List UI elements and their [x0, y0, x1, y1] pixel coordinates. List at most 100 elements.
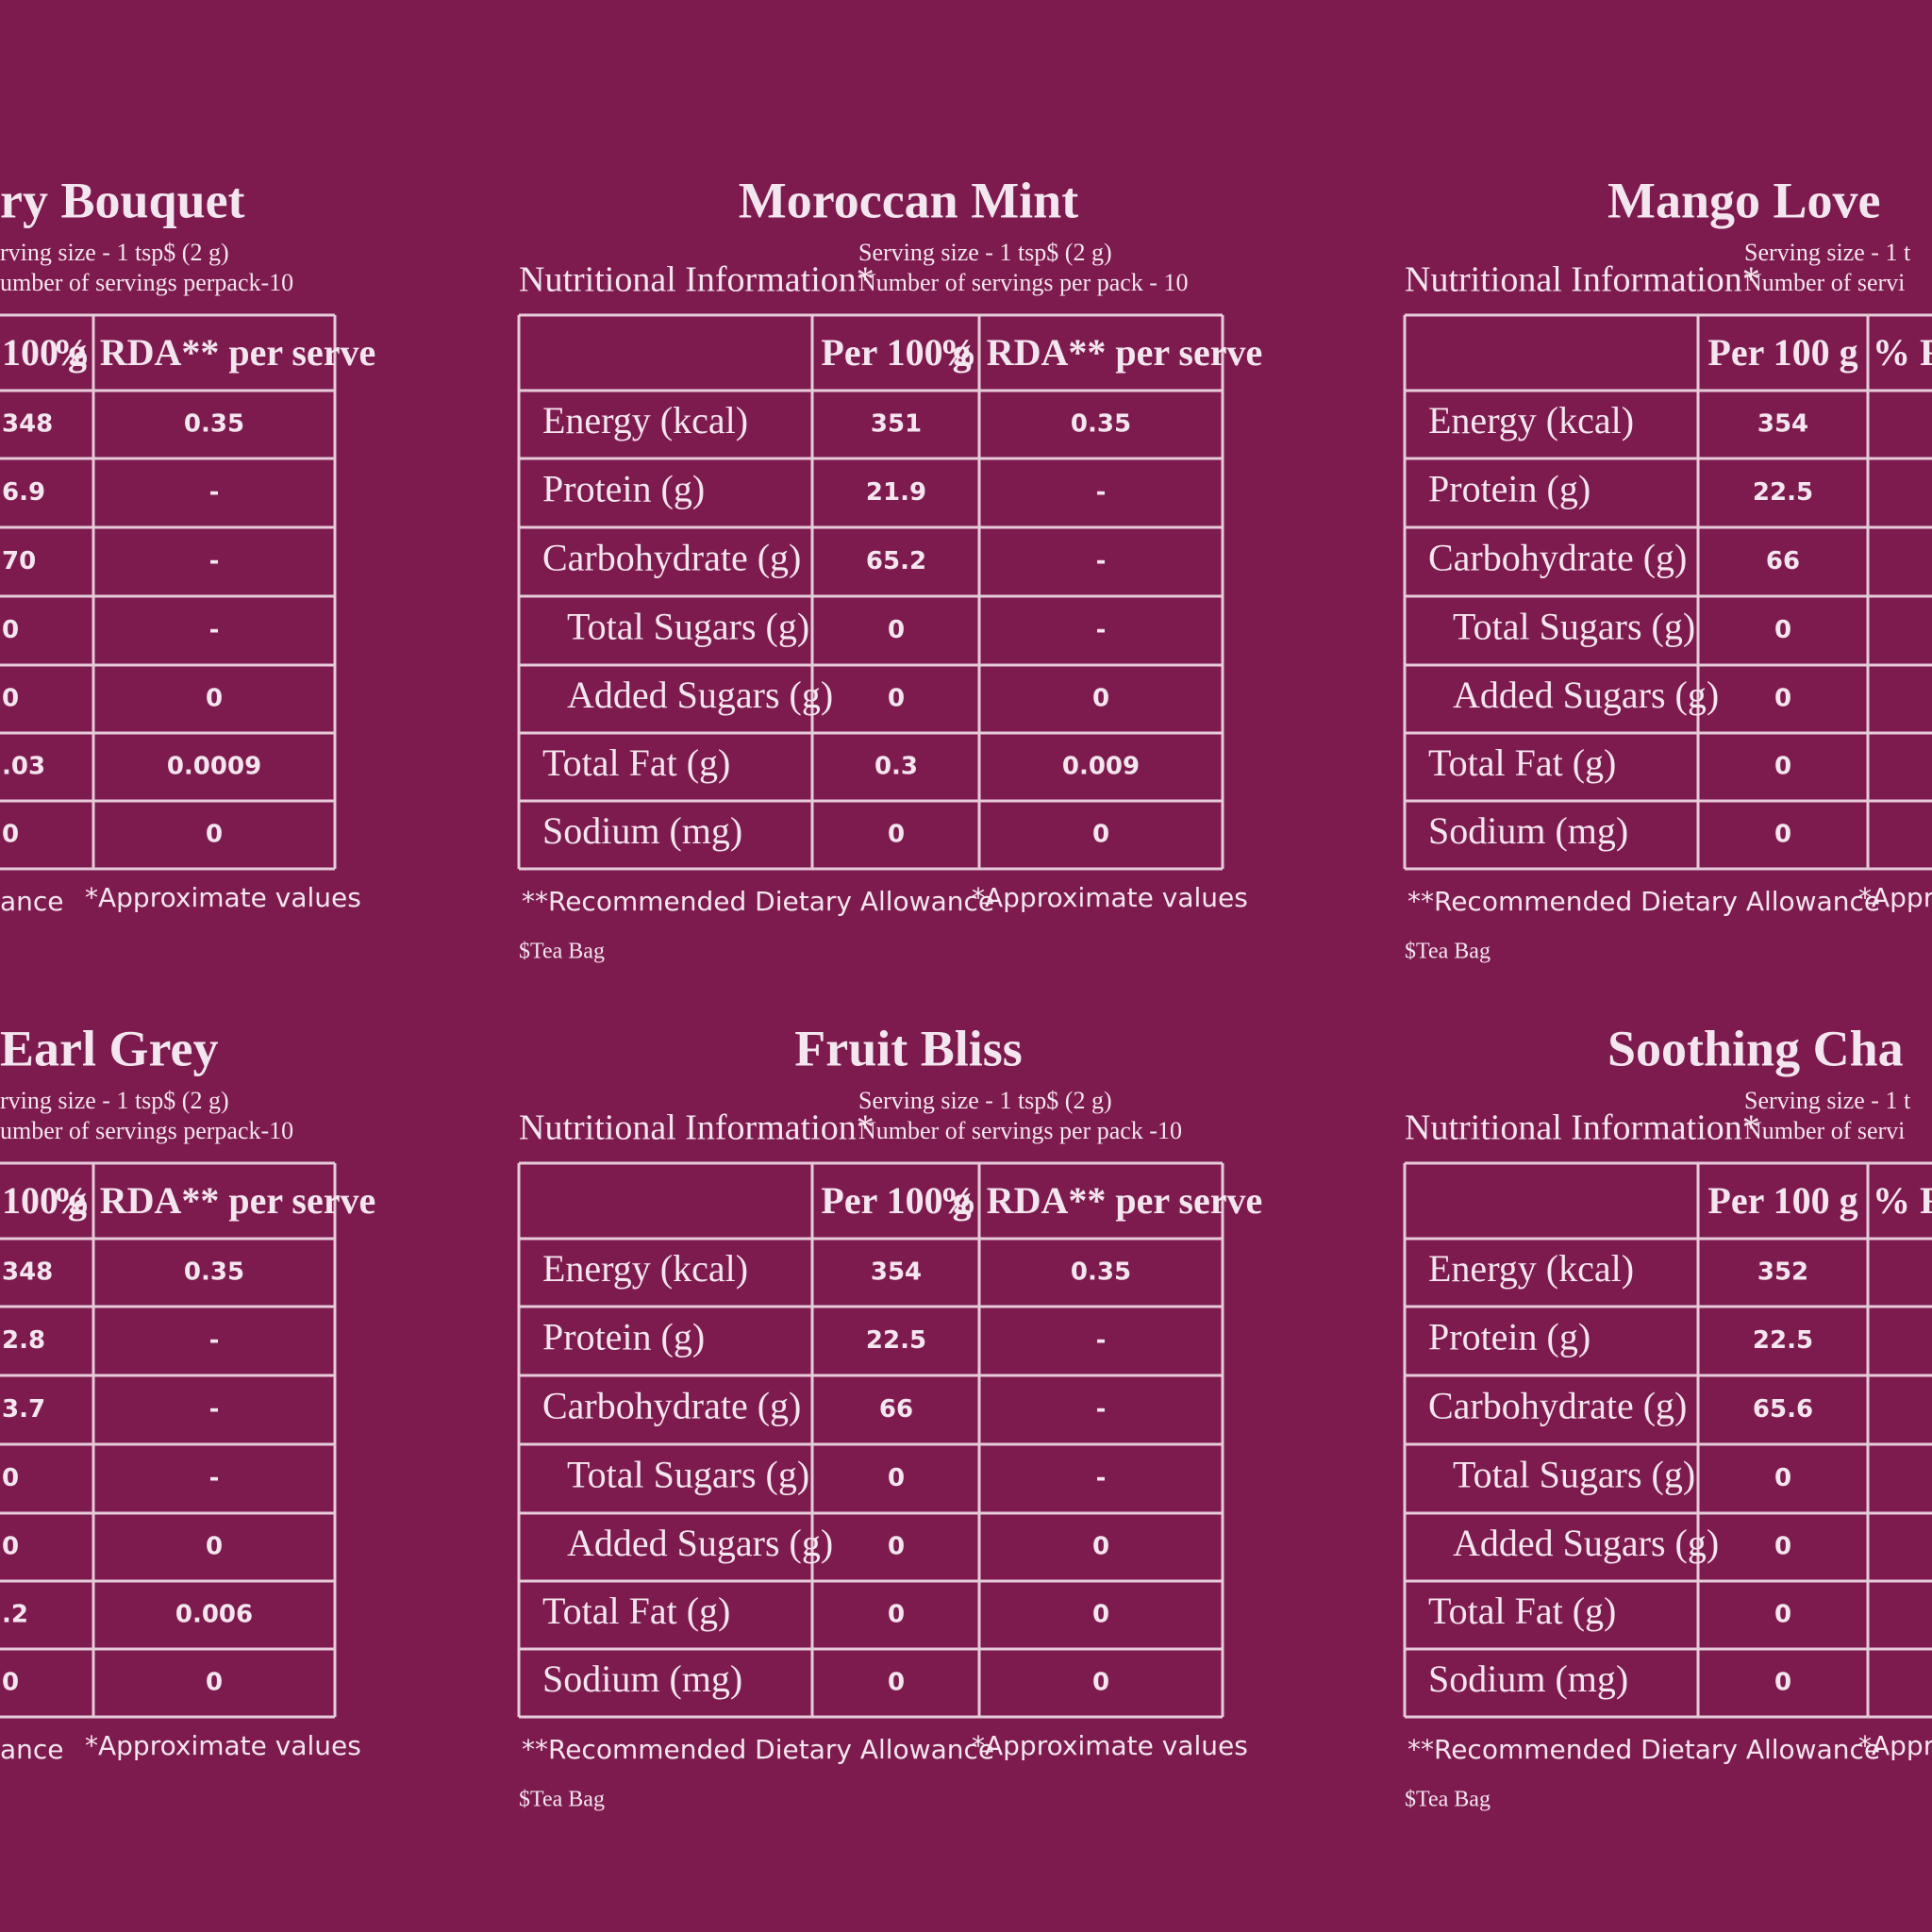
footnote: **Recommended Dietary Allowance	[522, 886, 994, 917]
cell-value: -	[209, 1326, 220, 1355]
row-label: Sodium (mg)	[542, 809, 742, 852]
cell-value: 0.006	[175, 1601, 253, 1629]
serving-size: Serving size - 1 t	[1744, 239, 1911, 266]
cell-value: -	[209, 1395, 220, 1424]
cell-value: 0	[1774, 1601, 1791, 1629]
row-label: Energy (kcal)	[542, 399, 748, 441]
cell-value: 0	[1774, 753, 1791, 781]
cell-value: 21.9	[866, 478, 926, 507]
cell-value: -	[1096, 1326, 1107, 1355]
row-label: Protein (g)	[1428, 468, 1591, 510]
row-label: Added Sugars (g)	[1453, 674, 1719, 716]
servings-per-pack: Number of servi	[1744, 1117, 1905, 1144]
cell-value: .03	[2, 753, 45, 781]
footnote: *Approximate values	[972, 882, 1248, 913]
footnote: $Tea Bag	[519, 1788, 605, 1812]
row-label: Total Sugars (g)	[1453, 606, 1695, 648]
cell-value: 0	[888, 821, 905, 849]
column-header: % RDA** per serve	[53, 1179, 376, 1222]
row-label: Total Fat (g)	[542, 1590, 730, 1632]
cell-value: 0	[1774, 616, 1791, 644]
cell-value: 348	[2, 410, 53, 439]
column-header: % RDA** per serve	[53, 331, 376, 374]
nutrition-label: Nutritional Information*	[1405, 260, 1760, 300]
panel-title: Moroccan Mint	[739, 172, 1078, 228]
column-header: Per 100 g	[1707, 1179, 1857, 1222]
servings-per-pack: Number of servi	[1744, 269, 1905, 296]
servings-per-pack: umber of servings perpack-10	[0, 269, 293, 296]
cell-value: 0	[2, 616, 19, 644]
nutrition-label: Nutritional Information*	[519, 1108, 874, 1148]
cell-value: .2	[2, 1601, 28, 1629]
panel-title: Earl Grey	[0, 1020, 218, 1076]
serving-size: Serving size - 1 t	[1744, 1087, 1911, 1114]
footnote: *Appro	[1858, 1730, 1932, 1761]
cell-value: -	[209, 547, 220, 575]
row-label: Energy (kcal)	[1428, 399, 1634, 441]
cell-value: 0	[2, 1669, 19, 1697]
servings-per-pack: Number of servings per pack - 10	[858, 269, 1188, 296]
footnote: **Recommended Dietary Allowance	[522, 1734, 994, 1765]
serving-size: rving size - 1 tsp$ (2 g)	[0, 1087, 229, 1114]
serving-size: Serving size - 1 tsp$ (2 g)	[858, 239, 1112, 266]
cell-value: 0	[2, 1533, 19, 1561]
cell-value: 0	[1774, 685, 1791, 713]
cell-value: 351	[871, 410, 922, 439]
cell-value: 0	[206, 821, 223, 849]
column-header: 100 g	[2, 331, 87, 374]
cell-value: 354	[871, 1258, 922, 1287]
cell-value: 0	[206, 685, 223, 713]
cell-value: 2.8	[2, 1326, 45, 1355]
row-label: Carbohydrate (g)	[542, 537, 801, 579]
row-label: Sodium (mg)	[1428, 809, 1628, 852]
cell-value: 0	[1774, 1464, 1791, 1492]
panel-title: Mango Love	[1607, 172, 1881, 228]
cell-value: 0	[888, 1464, 905, 1492]
column-header: % RD	[1873, 331, 1932, 374]
row-label: Total Sugars (g)	[567, 1454, 809, 1496]
cell-value: 22.5	[1753, 1326, 1813, 1355]
cell-value: 0	[888, 1601, 905, 1629]
row-label: Total Sugars (g)	[1453, 1454, 1695, 1496]
row-label: Energy (kcal)	[1428, 1247, 1634, 1290]
footnote: *Approximate values	[972, 1730, 1248, 1761]
cell-value: 66	[879, 1395, 913, 1424]
cell-value: 0	[1092, 1601, 1109, 1629]
cell-value: 0.3	[874, 753, 918, 781]
footnote: *Approximate values	[85, 1730, 361, 1761]
footnote: **Recommended Dietary Allowance	[1407, 886, 1880, 917]
row-label: Sodium (mg)	[542, 1657, 742, 1700]
cell-value: 0	[206, 1669, 223, 1697]
row-label: Total Sugars (g)	[567, 606, 809, 648]
row-label: Sodium (mg)	[1428, 1657, 1628, 1700]
cell-value: 0.009	[1062, 753, 1140, 781]
footnote: ance	[0, 1734, 64, 1765]
nutrition-label: Nutritional Information*	[1405, 1108, 1760, 1148]
cell-value: 0.35	[1071, 1258, 1131, 1287]
cell-value: -	[1096, 547, 1107, 575]
cell-value: -	[1096, 1395, 1107, 1424]
cell-value: 0	[1092, 821, 1109, 849]
footnote: $Tea Bag	[1405, 940, 1491, 964]
cell-value: 0	[1774, 1533, 1791, 1561]
cell-value: 22.5	[1753, 478, 1813, 507]
row-label: Carbohydrate (g)	[1428, 537, 1687, 579]
column-header: % RD	[1873, 1179, 1932, 1222]
row-label: Total Fat (g)	[542, 741, 730, 784]
footnote: *Appro	[1858, 882, 1932, 913]
servings-per-pack: umber of servings perpack-10	[0, 1117, 293, 1144]
cell-value: 0.35	[184, 1258, 244, 1287]
panel-title: ry Bouquet	[0, 172, 245, 228]
row-label: Total Fat (g)	[1428, 1590, 1616, 1632]
cell-value: 66	[1766, 547, 1800, 575]
servings-per-pack: Number of servings per pack -10	[858, 1117, 1182, 1144]
cell-value: 0	[888, 1533, 905, 1561]
cell-value: -	[1096, 1464, 1107, 1492]
footnote: **Recommended Dietary Allowance	[1407, 1734, 1880, 1765]
cell-value: 352	[1757, 1258, 1808, 1287]
column-header: % RDA** per serve	[940, 331, 1263, 374]
cell-value: -	[209, 478, 220, 507]
cell-value: 0.0009	[167, 753, 261, 781]
row-label: Carbohydrate (g)	[1428, 1385, 1687, 1427]
